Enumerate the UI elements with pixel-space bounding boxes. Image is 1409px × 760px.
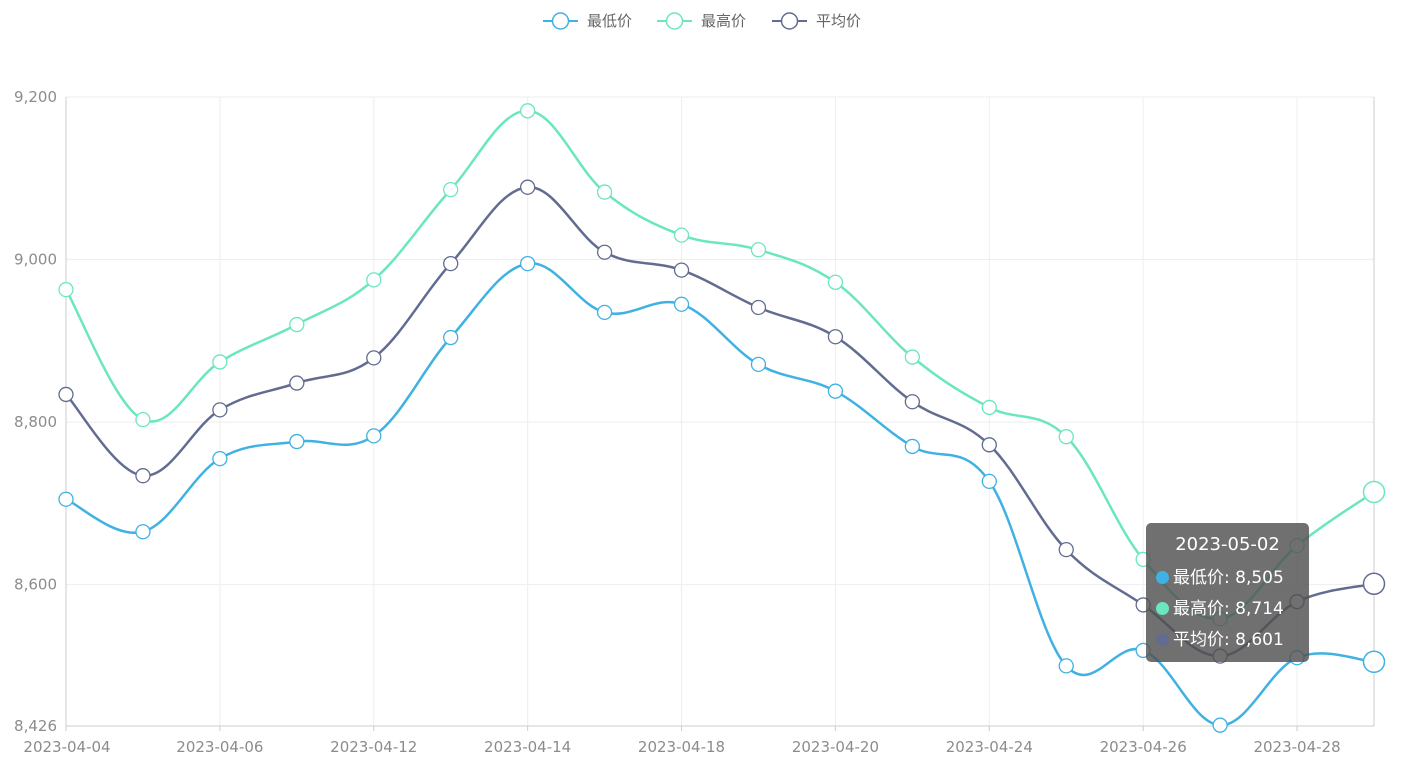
legend-label: 最高价 [701, 12, 746, 30]
data-point-high[interactable] [1362, 480, 1386, 504]
data-point-low[interactable] [1058, 658, 1074, 674]
data-point-low[interactable] [673, 296, 690, 312]
data-point-high[interactable] [827, 274, 844, 290]
tooltip-label-avg: 平均价: 8,601 [1173, 630, 1284, 650]
data-point-avg[interactable] [904, 394, 921, 410]
x-tick-label: 2023-04-26 [1100, 738, 1187, 756]
data-point-low[interactable] [366, 428, 382, 444]
x-tick-label: 2023-04-06 [176, 738, 263, 756]
tooltip-dot-avg [1156, 633, 1169, 646]
data-point-low[interactable] [981, 473, 997, 490]
data-point-low[interactable] [135, 524, 151, 540]
data-point-avg[interactable] [596, 244, 613, 260]
tooltip: 2023-05-02 最低价: 8,505 最高价: 8,714 平均价: 8,… [1146, 523, 1309, 662]
legend-circle-icon [665, 12, 684, 30]
data-point-high[interactable] [981, 399, 997, 416]
x-tick-label: 2023-04-12 [330, 738, 417, 756]
data-point-avg[interactable] [289, 375, 305, 391]
legend-label: 平均价 [816, 12, 861, 30]
data-point-high[interactable] [519, 103, 536, 119]
data-point-low[interactable] [519, 255, 536, 272]
legend-circle-icon [780, 12, 799, 30]
data-point-avg[interactable] [519, 179, 536, 195]
data-point-avg[interactable] [981, 437, 997, 453]
data-point-low[interactable] [443, 329, 459, 346]
data-point-high[interactable] [673, 227, 690, 243]
data-point-high[interactable] [366, 272, 382, 288]
tooltip-row-low: 最低价: 8,505 [1156, 563, 1299, 594]
x-tick-label: 2023-04-18 [638, 738, 725, 756]
series-lines [58, 103, 1386, 733]
y-tick-label: 8,800 [14, 413, 57, 431]
data-point-high[interactable] [904, 349, 921, 365]
data-point-low[interactable] [904, 438, 921, 455]
data-point-high[interactable] [58, 281, 74, 298]
x-tick-label: 2023-04-14 [484, 738, 571, 756]
data-point-avg[interactable] [750, 299, 767, 316]
data-point-avg[interactable] [58, 386, 74, 403]
data-point-high[interactable] [135, 411, 151, 428]
data-point-low[interactable] [827, 383, 844, 399]
data-point-low[interactable] [1362, 650, 1386, 674]
y-tick-label: 9,000 [14, 251, 57, 269]
data-point-avg[interactable] [443, 255, 459, 272]
x-tick-label: 2023-04-20 [792, 738, 879, 756]
data-point-low[interactable] [1212, 717, 1228, 733]
x-tick-label: 2023-04-24 [946, 738, 1033, 756]
data-point-low[interactable] [212, 450, 228, 467]
data-point-avg[interactable] [212, 402, 228, 418]
tooltip-dot-high [1156, 602, 1169, 615]
y-tick-label: 8,426 [14, 717, 57, 735]
data-point-avg[interactable] [1058, 542, 1074, 558]
data-point-low[interactable] [58, 491, 74, 507]
data-point-avg[interactable] [673, 262, 690, 278]
x-tick-label: 2023-04-04 [23, 738, 110, 756]
data-point-high[interactable] [289, 316, 305, 333]
data-point-avg[interactable] [366, 350, 382, 366]
data-point-avg[interactable] [1362, 572, 1386, 596]
data-point-avg[interactable] [827, 329, 844, 345]
tooltip-dot-low [1156, 571, 1169, 584]
data-point-high[interactable] [1058, 429, 1074, 445]
y-tick-label: 9,200 [14, 88, 57, 106]
tooltip-label-low: 最低价: 8,505 [1173, 568, 1284, 588]
y-tick-label: 8,600 [14, 576, 57, 594]
data-point-high[interactable] [596, 184, 613, 200]
legend-circle-icon [551, 12, 570, 30]
data-point-avg[interactable] [135, 468, 151, 484]
axes: 8,426 8,600 8,800 9,000 9,200 2023-04-04 2023-… [14, 88, 1375, 756]
legend-item-high[interactable]: 最高价 [657, 12, 746, 30]
tooltip-label-high: 最高价: 8,714 [1173, 599, 1284, 619]
legend-label: 最低价 [587, 12, 632, 30]
tooltip-row-high: 最高价: 8,714 [1156, 594, 1299, 625]
data-point-low[interactable] [596, 304, 613, 321]
tooltip-title: 2023-05-02 [1175, 534, 1280, 555]
data-point-high[interactable] [443, 181, 459, 198]
legend-item-avg[interactable]: 平均价 [772, 12, 861, 30]
data-point-low[interactable] [750, 356, 767, 373]
data-point-high[interactable] [212, 354, 228, 370]
tooltip-row-avg: 平均价: 8,601 [1156, 625, 1299, 656]
data-point-low[interactable] [289, 433, 305, 450]
legend[interactable]: 最低价 最高价 平均价 [543, 12, 861, 30]
data-point-high[interactable] [750, 242, 767, 258]
x-tick-label: 2023-04-28 [1253, 738, 1340, 756]
legend-item-low[interactable]: 最低价 [543, 12, 632, 30]
